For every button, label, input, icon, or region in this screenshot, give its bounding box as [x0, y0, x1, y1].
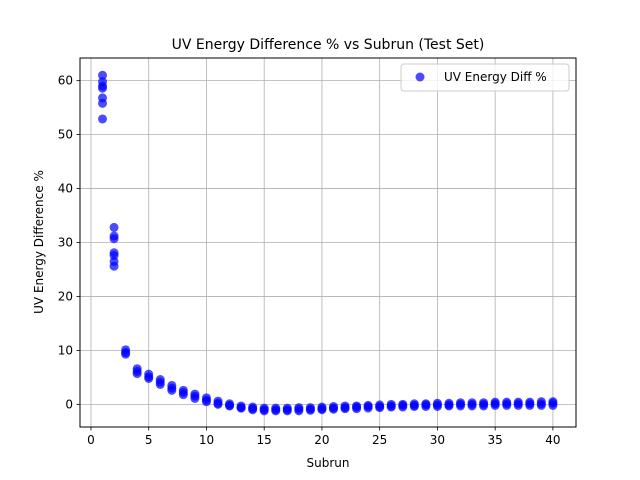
data-point	[536, 400, 546, 410]
x-tick-label: 25	[372, 433, 387, 447]
data-point	[479, 401, 489, 411]
data-point	[340, 404, 350, 414]
x-tick-label: 40	[545, 433, 560, 447]
data-point	[178, 390, 188, 400]
data-point	[248, 405, 258, 415]
data-point	[352, 404, 362, 414]
data-point	[328, 404, 338, 414]
axis-ticks: 0 5 10 15 20 25 30 35 40 0 10 20 30 40 50 60	[58, 74, 561, 447]
data-points	[98, 70, 558, 416]
data-point	[121, 349, 131, 359]
y-tick-label: 60	[58, 74, 73, 88]
data-point	[213, 399, 223, 409]
x-tick-label: 10	[199, 433, 214, 447]
data-point	[386, 402, 396, 412]
legend-entry: UV Energy Diff %	[444, 70, 547, 84]
x-tick-label: 5	[145, 433, 153, 447]
data-point	[132, 369, 142, 379]
x-tick-label: 15	[257, 433, 272, 447]
data-point	[432, 402, 442, 411]
data-point	[109, 261, 119, 271]
data-point	[144, 373, 154, 383]
data-point	[421, 402, 431, 411]
data-point	[167, 385, 177, 395]
y-tick-label: 40	[58, 182, 73, 196]
data-point	[236, 403, 246, 413]
x-tick-label: 35	[488, 433, 503, 447]
x-tick-label: 30	[430, 433, 445, 447]
data-point	[317, 405, 327, 415]
data-point	[225, 401, 235, 411]
data-point	[409, 402, 419, 411]
y-tick-label: 20	[58, 289, 73, 303]
data-point	[375, 403, 385, 413]
y-tick-label: 30	[58, 236, 73, 250]
data-point	[525, 400, 535, 410]
data-point	[294, 406, 304, 416]
x-tick-label: 20	[314, 433, 329, 447]
data-point	[98, 98, 108, 108]
data-point	[398, 402, 408, 412]
x-axis-label: Subrun	[307, 456, 350, 470]
data-point	[282, 406, 292, 416]
data-point	[305, 405, 315, 415]
data-point	[109, 222, 119, 232]
data-point	[190, 393, 200, 403]
data-point	[548, 400, 558, 410]
data-point	[271, 406, 281, 416]
y-tick-label: 50	[58, 128, 73, 142]
legend-box	[400, 63, 570, 92]
x-tick-label: 0	[87, 433, 95, 447]
data-point	[513, 400, 523, 410]
y-axis-label: UV Energy Difference %	[32, 170, 46, 314]
data-point	[98, 83, 108, 93]
y-tick-label: 0	[65, 397, 73, 411]
chart-title: UV Energy Difference % vs Subrun (Test S…	[172, 37, 485, 53]
data-point	[259, 406, 269, 416]
y-tick-label: 10	[58, 343, 73, 357]
legend: UV Energy Diff %	[400, 63, 570, 92]
data-point	[444, 401, 454, 411]
data-point	[502, 400, 512, 410]
data-point	[98, 114, 108, 124]
data-point	[201, 397, 211, 407]
data-point	[467, 401, 477, 411]
data-point	[456, 401, 466, 411]
legend-marker	[415, 72, 425, 82]
data-point	[363, 403, 373, 413]
data-point	[155, 379, 165, 389]
data-point	[109, 234, 119, 244]
data-point	[98, 70, 108, 80]
data-point	[490, 400, 500, 410]
